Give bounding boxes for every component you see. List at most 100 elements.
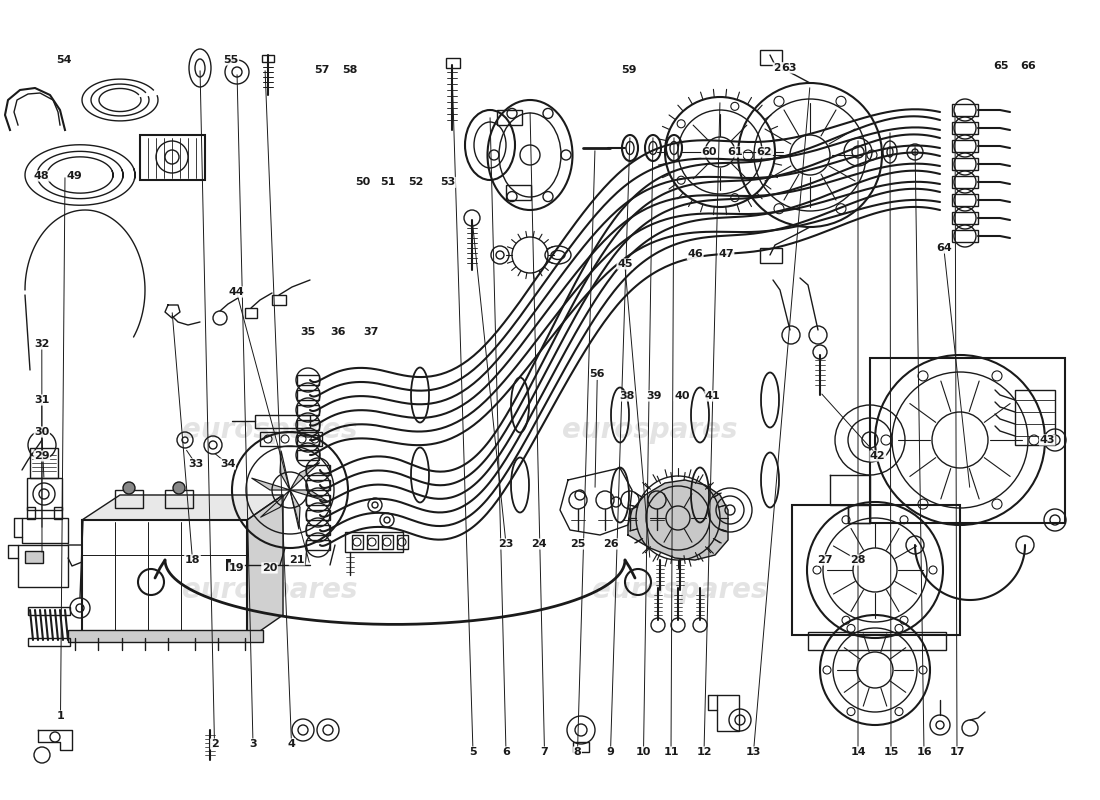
- Text: 36: 36: [330, 327, 345, 337]
- Text: 65: 65: [993, 61, 1009, 70]
- Bar: [808, 632, 946, 650]
- Bar: [297, 420, 319, 430]
- Bar: [297, 435, 319, 445]
- Bar: [82, 520, 248, 640]
- Text: 11: 11: [663, 747, 679, 757]
- Text: eurospares: eurospares: [562, 416, 738, 444]
- Text: 24: 24: [531, 539, 547, 549]
- Text: 33: 33: [188, 459, 204, 469]
- Text: 19: 19: [229, 563, 244, 573]
- Text: 14: 14: [850, 747, 866, 757]
- Bar: [397, 535, 408, 549]
- Bar: [255, 415, 310, 428]
- Text: 55: 55: [223, 55, 239, 65]
- Text: 30: 30: [34, 427, 50, 437]
- Text: 64: 64: [936, 243, 952, 253]
- Text: 58: 58: [342, 66, 358, 75]
- Bar: [792, 505, 960, 635]
- Bar: [297, 450, 319, 460]
- Bar: [25, 551, 43, 563]
- Bar: [18, 545, 68, 587]
- Polygon shape: [252, 478, 290, 490]
- Bar: [262, 55, 274, 62]
- Text: 15: 15: [883, 747, 899, 757]
- Text: 42: 42: [870, 451, 886, 461]
- Bar: [952, 230, 978, 242]
- Text: 46: 46: [688, 250, 703, 259]
- Bar: [28, 507, 35, 519]
- Bar: [952, 212, 978, 224]
- Text: 27: 27: [817, 555, 833, 565]
- Bar: [952, 194, 978, 206]
- Text: 45: 45: [617, 259, 632, 269]
- Text: eurospares: eurospares: [592, 576, 768, 604]
- Bar: [245, 308, 257, 318]
- Bar: [952, 158, 978, 170]
- Bar: [297, 375, 319, 385]
- Text: 20: 20: [262, 563, 277, 573]
- Polygon shape: [628, 480, 728, 560]
- Polygon shape: [82, 495, 283, 520]
- Text: eurospares: eurospares: [183, 416, 358, 444]
- Bar: [260, 432, 322, 446]
- Bar: [140, 135, 205, 180]
- Text: 7: 7: [540, 747, 549, 757]
- Bar: [382, 535, 393, 549]
- Bar: [497, 110, 522, 125]
- Bar: [165, 490, 192, 508]
- Bar: [1015, 390, 1055, 445]
- Bar: [717, 695, 739, 731]
- Polygon shape: [290, 463, 319, 490]
- Bar: [952, 104, 978, 116]
- Bar: [306, 525, 330, 535]
- Text: 3: 3: [250, 739, 256, 749]
- Bar: [28, 607, 70, 615]
- Bar: [30, 448, 58, 478]
- Bar: [272, 295, 286, 305]
- Text: 29: 29: [34, 451, 50, 461]
- Text: 34: 34: [220, 459, 235, 469]
- Polygon shape: [248, 495, 283, 640]
- Text: 49: 49: [67, 171, 82, 181]
- Text: 8: 8: [573, 747, 582, 757]
- Text: 35: 35: [300, 327, 316, 337]
- Text: 28: 28: [850, 555, 866, 565]
- Bar: [345, 532, 403, 552]
- Bar: [760, 248, 782, 263]
- Polygon shape: [280, 451, 290, 490]
- Text: 47: 47: [718, 250, 734, 259]
- Text: 9: 9: [606, 747, 615, 757]
- Text: 62: 62: [757, 147, 772, 157]
- Polygon shape: [560, 468, 632, 535]
- Bar: [226, 559, 231, 571]
- Text: 26: 26: [603, 539, 618, 549]
- Text: 31: 31: [34, 395, 50, 405]
- Bar: [952, 122, 978, 134]
- Text: 4: 4: [287, 739, 296, 749]
- Text: 21: 21: [289, 555, 305, 565]
- Bar: [297, 405, 319, 415]
- Bar: [870, 358, 1065, 523]
- Bar: [952, 176, 978, 188]
- Bar: [573, 742, 588, 752]
- Circle shape: [173, 482, 185, 494]
- Bar: [54, 507, 62, 519]
- Text: 40: 40: [674, 391, 690, 401]
- Text: 41: 41: [705, 391, 720, 401]
- Text: 43: 43: [1040, 435, 1055, 445]
- Text: 23: 23: [498, 539, 514, 549]
- Text: 12: 12: [696, 747, 712, 757]
- Text: 44: 44: [229, 287, 244, 297]
- Text: 18: 18: [185, 555, 200, 565]
- Bar: [952, 140, 978, 152]
- Bar: [22, 518, 68, 543]
- Bar: [306, 540, 330, 550]
- Text: 51: 51: [381, 178, 396, 187]
- Text: 50: 50: [355, 178, 371, 187]
- Text: 63: 63: [781, 63, 796, 73]
- Text: 56: 56: [590, 370, 605, 379]
- Text: 38: 38: [619, 391, 635, 401]
- Circle shape: [123, 482, 135, 494]
- Text: 32: 32: [34, 339, 50, 349]
- Bar: [306, 510, 330, 520]
